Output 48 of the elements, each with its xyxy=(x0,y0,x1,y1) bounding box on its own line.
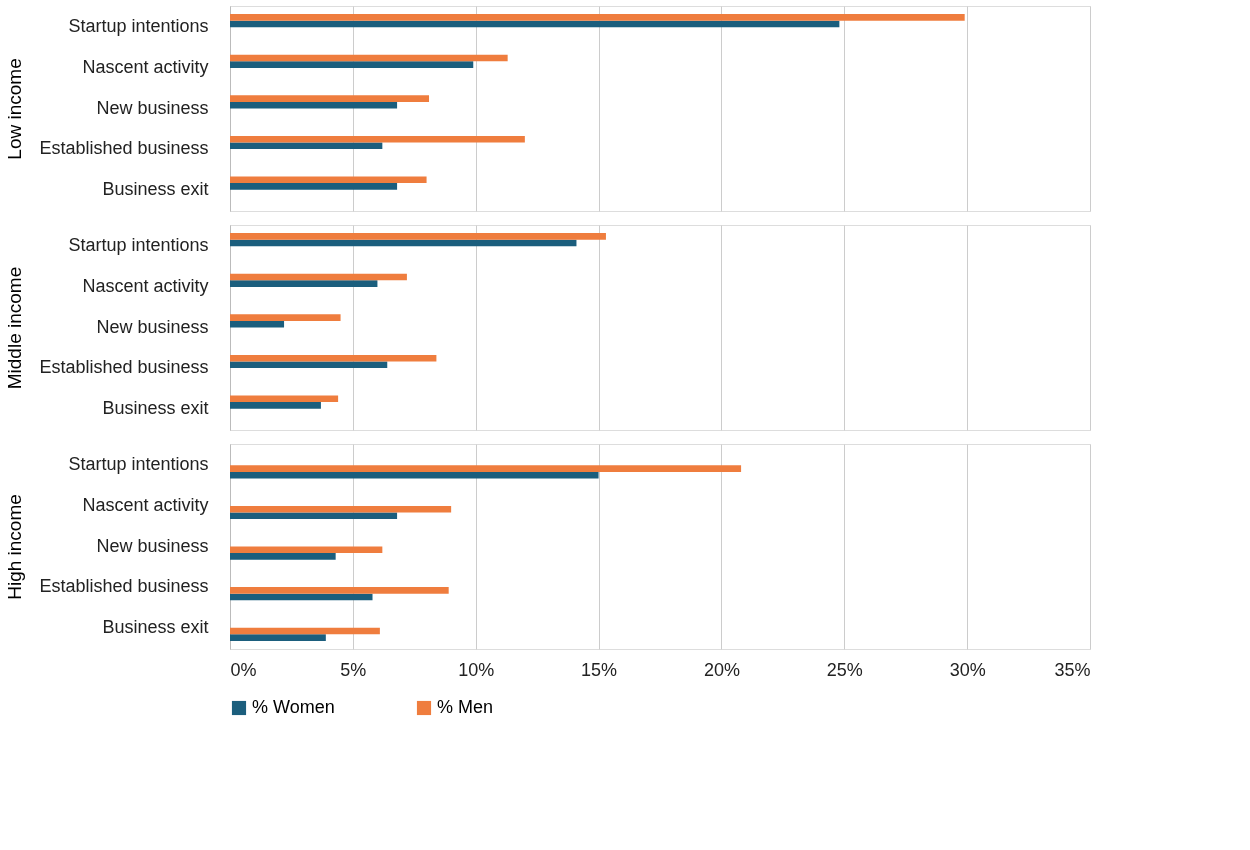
bar xyxy=(230,233,606,240)
bar xyxy=(230,402,321,409)
y-tick-label: New business xyxy=(96,316,209,337)
x-tick-label: 35% xyxy=(1054,659,1091,680)
bar xyxy=(230,95,430,102)
bar xyxy=(230,14,965,21)
y-tick-label: Established business xyxy=(39,576,209,597)
x-tick-label: 30% xyxy=(949,659,986,680)
bar xyxy=(230,20,840,28)
y-tick-label: Startup intentions xyxy=(68,454,209,475)
bar xyxy=(230,320,285,328)
y-tick-label: New business xyxy=(96,97,209,118)
bar xyxy=(230,176,427,184)
bar xyxy=(230,273,407,281)
bar xyxy=(230,314,341,321)
x-tick-label: 0% xyxy=(230,659,257,680)
x-tick-label: 15% xyxy=(581,659,618,680)
bar xyxy=(230,61,474,68)
bar xyxy=(230,361,388,369)
bar xyxy=(230,239,577,247)
x-tick-label: 20% xyxy=(703,659,740,680)
x-tick-label: 5% xyxy=(340,659,367,680)
bar xyxy=(230,395,339,403)
bar xyxy=(230,54,508,62)
y-tick-label: Startup intentions xyxy=(68,235,209,256)
y-tick-label: Business exit xyxy=(102,397,209,418)
legend-label: % Women xyxy=(252,697,335,717)
y-axis-title: High income xyxy=(4,494,26,600)
y-tick-label: New business xyxy=(96,535,209,556)
y-tick-label: Established business xyxy=(39,357,209,378)
bar xyxy=(230,142,383,150)
y-tick-label: Nascent activity xyxy=(82,275,209,296)
y-tick-label: Business exit xyxy=(102,616,209,637)
bar xyxy=(230,280,378,287)
bar xyxy=(230,183,398,190)
y-axis-title: Middle income xyxy=(4,266,26,390)
y-tick-label: Established business xyxy=(39,138,209,159)
bar xyxy=(230,101,398,109)
legend-label: % Men xyxy=(437,697,494,717)
bar xyxy=(230,135,525,143)
y-tick-label: Nascent activity xyxy=(82,494,209,515)
y-tick-label: Nascent activity xyxy=(82,56,209,77)
y-tick-label: Startup intentions xyxy=(68,16,209,37)
y-tick-label: Business exit xyxy=(102,178,209,199)
x-tick-label: 25% xyxy=(826,659,863,680)
bar xyxy=(230,354,437,362)
y-axis-title: Low income xyxy=(4,58,26,160)
x-tick-label: 10% xyxy=(458,659,495,680)
